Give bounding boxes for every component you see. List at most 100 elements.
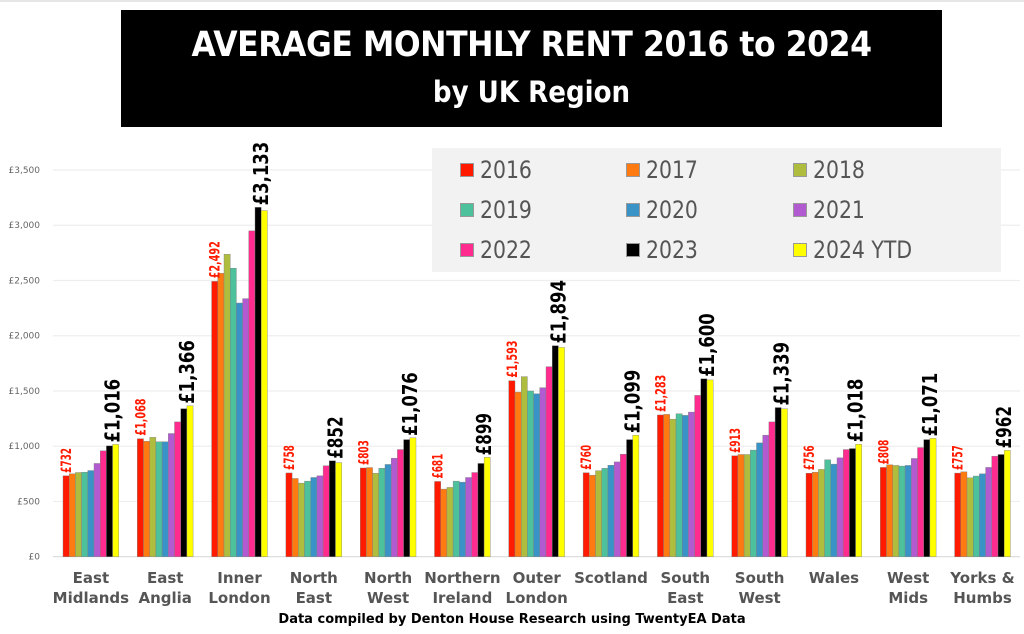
legend-item: 2023: [626, 232, 707, 268]
bar-2022: [99, 450, 107, 557]
legend-swatch: [460, 203, 474, 217]
category-label-line: North: [364, 569, 413, 587]
first-year-label: £758: [282, 445, 298, 470]
y-tick-label: £3,000: [9, 221, 41, 231]
bar-2021: [316, 475, 324, 557]
bar-2016: [582, 472, 590, 557]
category-label: Inner London: [200, 568, 280, 608]
bar-2018: [595, 470, 602, 557]
bar-2024-ytd: [632, 435, 640, 557]
bar-2024-ytd: [483, 457, 491, 557]
bar-2022: [694, 395, 701, 557]
bar-2016: [954, 472, 961, 557]
bar-2020: [459, 481, 466, 557]
bar-2020: [87, 470, 95, 557]
category-label: Scotland: [571, 568, 651, 588]
category-label: North West: [348, 568, 428, 608]
legend-swatch: [626, 203, 640, 217]
bar-2021: [93, 463, 101, 557]
bar-2021: [391, 457, 398, 557]
bar-2021: [613, 461, 621, 557]
legend-swatch: [626, 243, 640, 257]
category-label-line: North: [289, 569, 338, 587]
bar-2018: [521, 376, 528, 557]
legend-swatch: [460, 163, 474, 177]
bar-2023: [849, 448, 856, 557]
category-label-line: Northern: [424, 569, 501, 587]
category-label: South East: [645, 568, 725, 608]
bar-2018: [372, 473, 380, 557]
category-label-line: East: [146, 569, 184, 587]
bar-2020: [979, 473, 986, 557]
category-label: Outer London: [497, 568, 577, 608]
legend-label: 2018: [813, 156, 865, 184]
bar-2018: [149, 437, 157, 557]
bar-2023: [329, 460, 336, 557]
bar-2019: [824, 459, 831, 557]
bar-2024-ytd: [781, 408, 788, 557]
category-label-line: Wales: [808, 569, 860, 587]
bar-2022: [917, 447, 924, 557]
y-tick-label: £500: [17, 497, 40, 507]
bar-2017: [589, 474, 596, 557]
legend-label: 2020: [646, 196, 698, 224]
bar-2021: [465, 477, 472, 557]
bar-2021: [539, 387, 547, 557]
bar-2020: [161, 441, 169, 557]
bar-2019: [898, 465, 906, 557]
first-year-label: £681: [431, 454, 447, 479]
category-label-line: Ireland: [432, 589, 493, 607]
bar-2016: [434, 481, 441, 557]
first-year-label: £2,492: [208, 241, 224, 278]
bar-2018: [818, 469, 825, 557]
bar-2022: [397, 449, 404, 557]
legend: 2016 2017 2018 2019 2020 2021 2022 2023 2024 YTD: [432, 148, 1001, 272]
category-label-line: Midlands: [52, 589, 130, 607]
bar-2021: [762, 434, 770, 557]
first-year-label: £1,068: [133, 399, 149, 436]
category-label-line: Mids: [888, 589, 929, 607]
bar-2019: [378, 468, 386, 557]
bar-2017: [440, 488, 448, 557]
bar-2019: [452, 480, 460, 557]
bar-2023: [180, 408, 188, 557]
bar-2016: [805, 472, 813, 557]
latest-year-label: £1,339: [769, 342, 793, 406]
first-year-label: £808: [876, 440, 892, 465]
category-label: East Midlands: [51, 568, 131, 608]
bar-2020: [533, 393, 540, 557]
bar-2023: [403, 439, 411, 557]
bar-2022: [471, 472, 479, 557]
bar-2023: [254, 207, 262, 557]
bar-2019: [675, 413, 683, 557]
bar-2020: [310, 477, 318, 557]
legend-swatch: [793, 243, 807, 257]
legend-swatch: [793, 163, 807, 177]
latest-year-label: £852: [324, 416, 348, 458]
bar-2017: [663, 414, 670, 557]
bar-2022: [545, 366, 553, 557]
legend-item: 2021: [793, 192, 874, 228]
bar-2018: [743, 454, 751, 557]
bar-2024-ytd: [261, 210, 268, 557]
bar-2023: [626, 439, 633, 557]
bar-2022: [843, 449, 850, 557]
bar-2021: [688, 411, 695, 557]
bar-2024-ytd: [855, 444, 862, 557]
latest-year-label: £1,076: [398, 372, 422, 436]
bar-2024-ytd: [1004, 450, 1011, 557]
bar-2017: [886, 464, 893, 557]
category-label-line: South: [734, 569, 785, 587]
bar-2017: [366, 467, 373, 557]
bar-2023: [106, 445, 113, 557]
bar-2022: [248, 230, 256, 557]
bar-2022: [620, 453, 627, 557]
bar-2022: [322, 465, 330, 557]
bar-2017: [812, 471, 819, 557]
y-tick-label: £2,000: [9, 332, 41, 342]
bar-2020: [904, 465, 912, 557]
bar-2017: [960, 471, 968, 557]
category-label: South West: [720, 568, 800, 608]
bar-2020: [682, 415, 689, 557]
